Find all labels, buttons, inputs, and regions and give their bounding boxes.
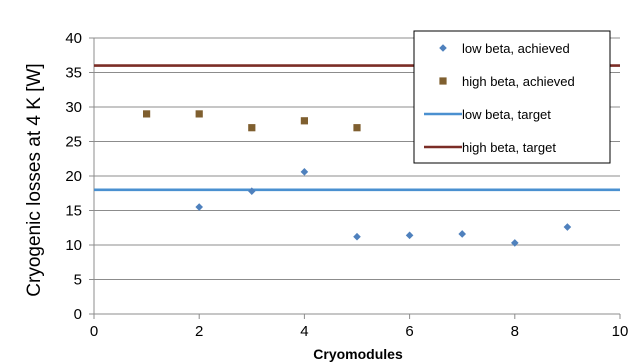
y-axis-title: Cryogenic losses at 4 K [W] [24, 63, 45, 296]
legend-label-low-beta-target: low beta, target [462, 107, 551, 122]
low-beta-achieved-point [301, 168, 309, 176]
low-beta-achieved-point [195, 203, 203, 211]
low-beta-achieved-point [353, 233, 361, 241]
x-tick-label: 0 [90, 323, 98, 340]
x-tick-label: 2 [195, 323, 203, 340]
legend-label-high-beta-achieved: high beta, achieved [462, 74, 575, 89]
high-beta-achieved-point [196, 110, 203, 117]
high-beta-achieved-point [248, 124, 255, 131]
y-tick-label: 5 [74, 272, 82, 289]
x-tick-label: 8 [511, 323, 519, 340]
legend-swatch-high-beta-achieved [439, 77, 446, 84]
high-beta-achieved-point [143, 110, 150, 117]
x-axis-title: Cryomodules [313, 346, 403, 362]
legend-label-high-beta-target: high beta, target [462, 140, 556, 155]
legend: low beta, achieved high beta, achieved low… [414, 31, 610, 163]
x-tick-label: 4 [300, 323, 308, 340]
legend-label-low-beta-achieved: low beta, achieved [462, 41, 570, 56]
y-tick-label: 0 [74, 306, 82, 323]
low-beta-achieved-point [458, 230, 466, 238]
low-beta-achieved-point [564, 223, 572, 231]
high-beta-achieved-point [301, 117, 308, 124]
x-tick-label: 10 [612, 323, 629, 340]
y-tick-label: 30 [65, 99, 82, 116]
high-beta-achieved-point [353, 124, 360, 131]
low-beta-achieved-point [511, 239, 519, 247]
y-tick-label: 20 [65, 168, 82, 185]
low-beta-achieved-point [406, 232, 414, 240]
y-tick-label: 10 [65, 237, 82, 254]
y-tick-label: 15 [65, 203, 82, 220]
x-tick-label: 6 [405, 323, 413, 340]
y-tick-label: 35 [65, 65, 82, 82]
y-tick-label: 40 [65, 30, 82, 47]
y-tick-label: 25 [65, 134, 82, 151]
